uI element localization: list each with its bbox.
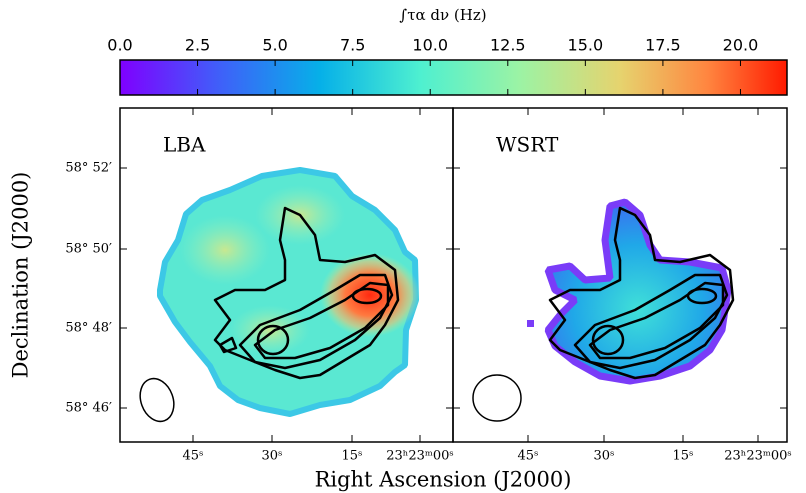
colorbar-tick-label: 7.5	[340, 36, 365, 55]
colorbar	[119, 59, 788, 96]
colorbar-tick-label: 15.0	[568, 36, 604, 55]
y-tick-label: 58° 48′	[65, 321, 112, 336]
panel-title: WSRT	[496, 133, 559, 157]
colorbar-tick-label: 2.5	[185, 36, 210, 55]
colorbar-label: ∫τα dν (Hz)	[399, 6, 486, 24]
x-tick-label: 23ʰ23ᵐ00ˢ	[724, 449, 792, 464]
x-tick-label: 30ˢ	[594, 449, 615, 464]
y-axis-label: Declination (J2000)	[9, 172, 33, 379]
colorbar-tick-label: 5.0	[262, 36, 287, 55]
x-tick-label: 15ˢ	[342, 449, 363, 464]
x-tick-label: 15ˢ	[673, 449, 694, 464]
y-tick-label: 58° 52′	[65, 161, 112, 176]
colorbar-tick-label: 20.0	[723, 36, 759, 55]
x-tick-label: 23ʰ23ᵐ00ˢ	[386, 449, 454, 464]
colorbar-tick-label: 12.5	[490, 36, 526, 55]
x-tick-label: 45ˢ	[518, 449, 539, 464]
lba-image	[139, 167, 420, 423]
panel-frame	[452, 107, 788, 443]
y-tick-label: 58° 50′	[65, 242, 112, 257]
colorbar-tick-label: 10.0	[412, 36, 448, 55]
x-axis-label: Right Ascension (J2000)	[315, 468, 572, 492]
wsrt-image	[472, 198, 735, 422]
x-tick-label: 30ˢ	[262, 449, 283, 464]
panel-title: LBA	[163, 133, 206, 157]
colorbar-tick-label: 17.5	[645, 36, 681, 55]
colorbar-tick-label: 0.0	[107, 36, 132, 55]
y-tick-label: 58° 46′	[65, 401, 112, 416]
x-tick-label: 45ˢ	[183, 449, 204, 464]
